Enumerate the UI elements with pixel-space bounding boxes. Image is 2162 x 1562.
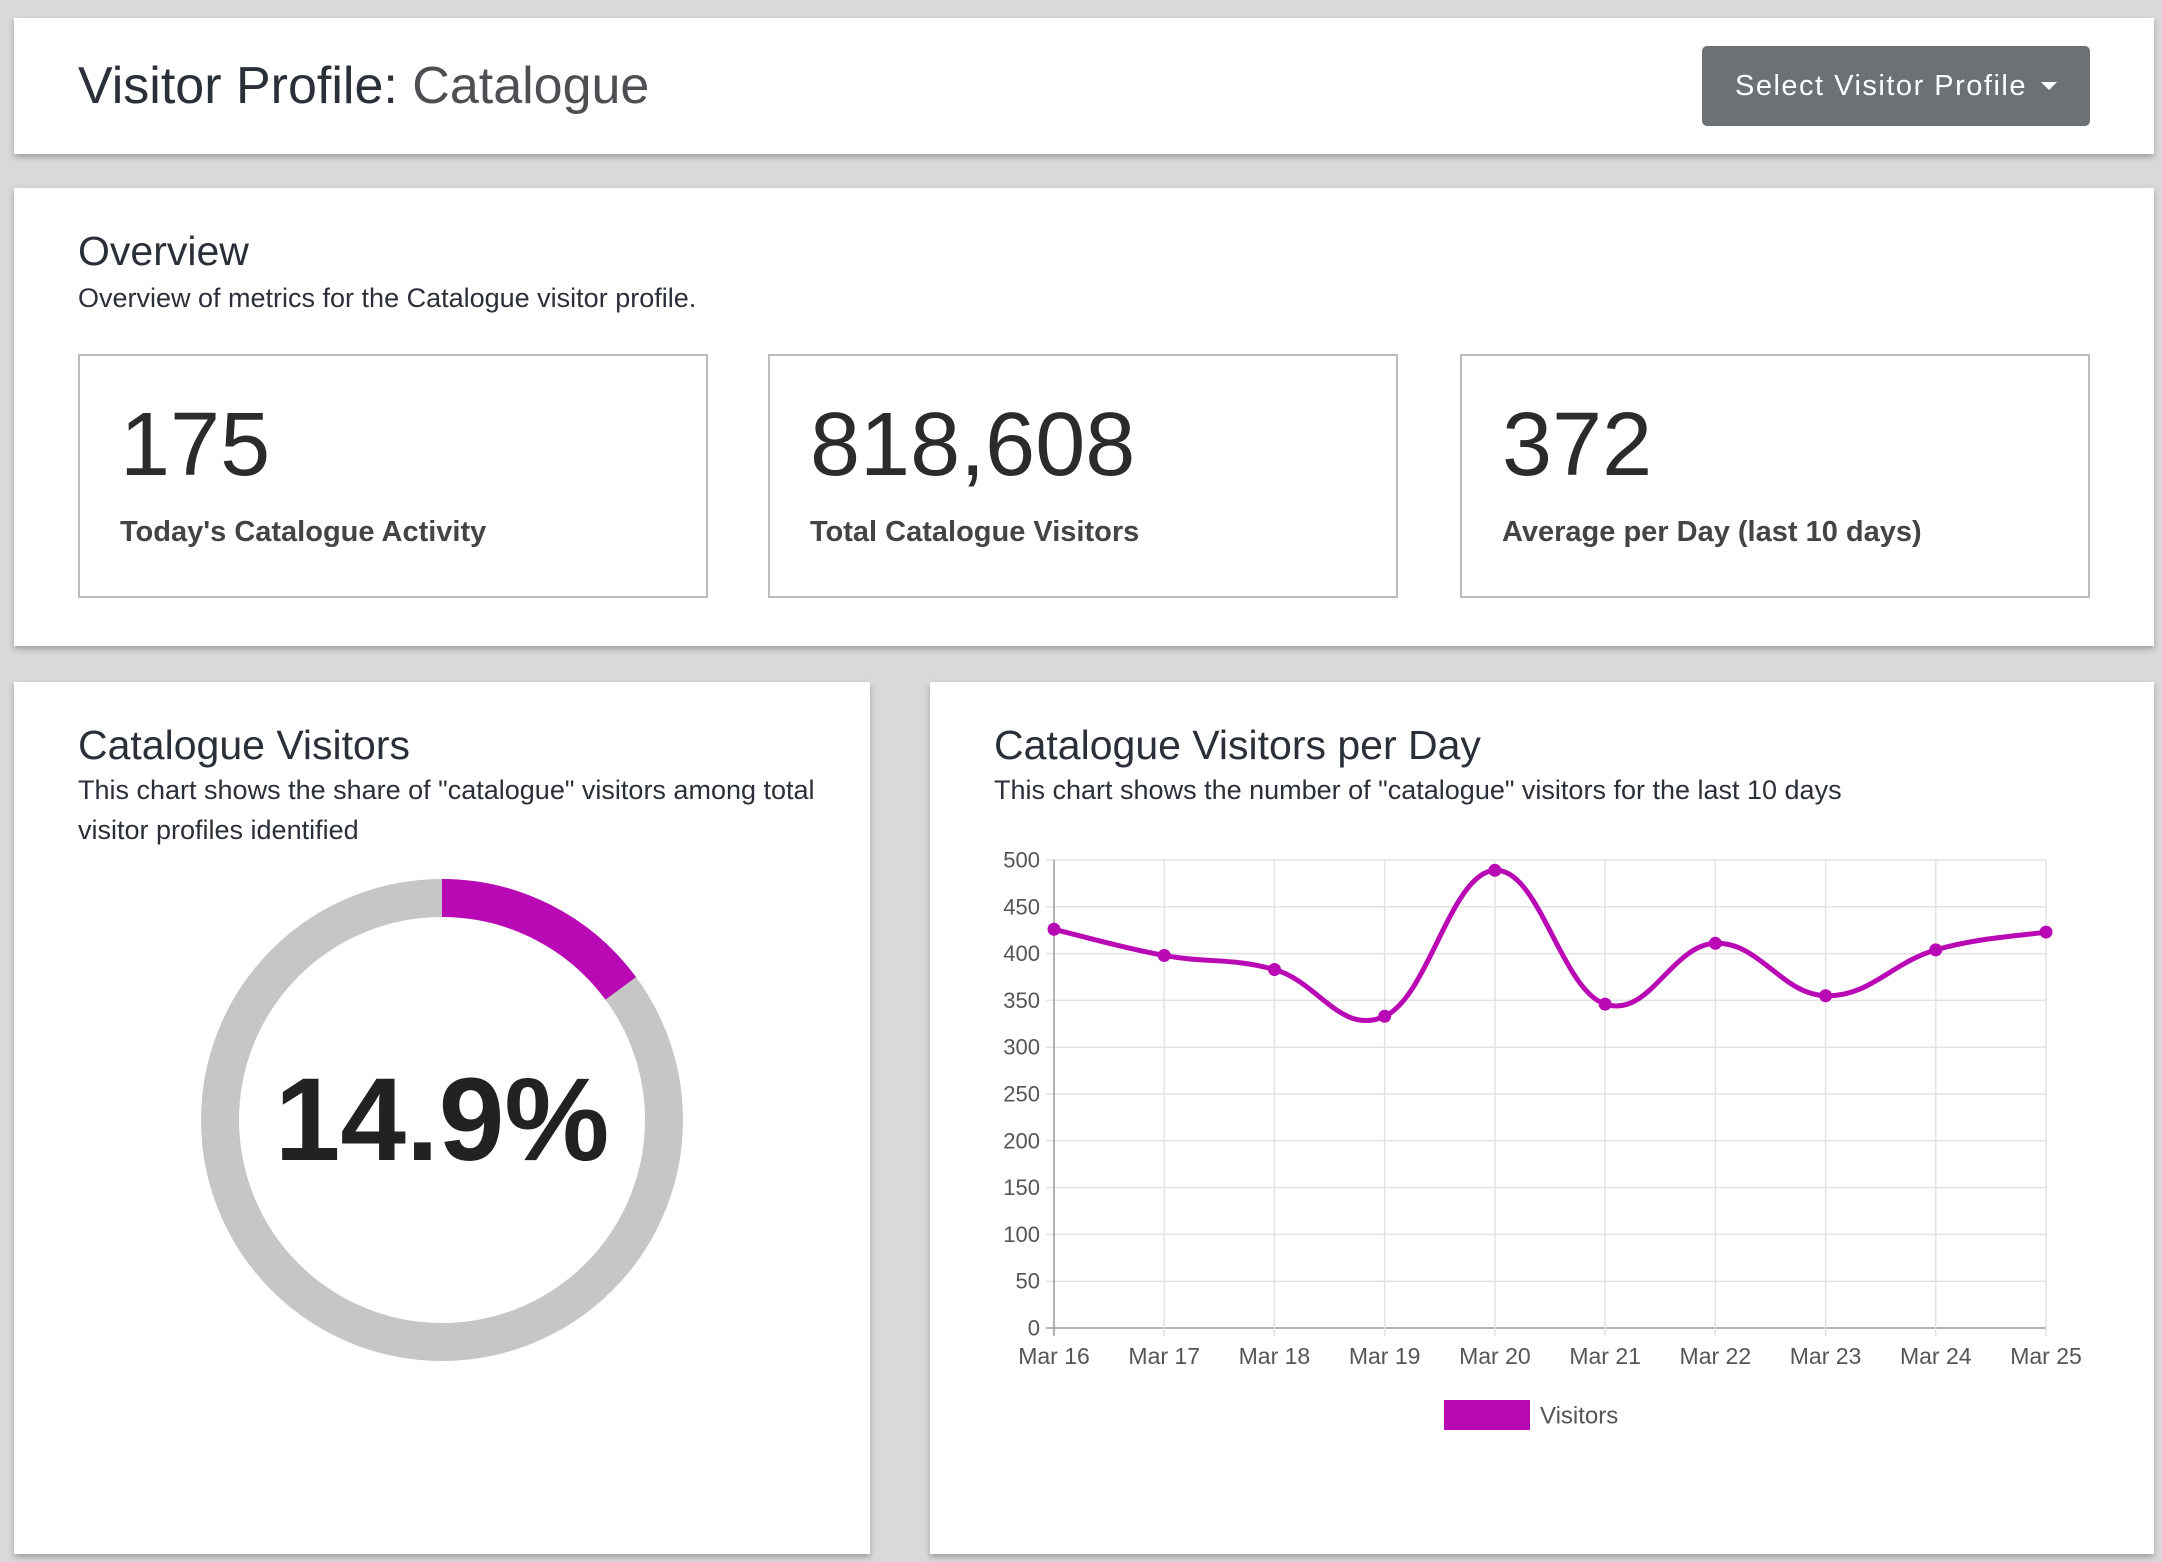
visitors-data-point[interactable] (1598, 997, 1612, 1011)
x-tick-label: Mar 17 (1128, 1343, 1200, 1369)
overview-panel: Overview Overview of metrics for the Cat… (14, 188, 2154, 646)
catalogue-visitors-per-day-panel: Catalogue Visitors per Day This chart sh… (930, 682, 2154, 1554)
visitors-data-point[interactable] (1488, 863, 1502, 877)
metric-value: 818,608 (810, 395, 1136, 495)
metric-label: Today's Catalogue Activity (120, 516, 487, 548)
y-tick-label: 0 (1028, 1316, 1040, 1341)
y-tick-label: 300 (1003, 1035, 1040, 1060)
share-percent-label: 14.9% (275, 1054, 610, 1186)
visitors-per-day-line-chart: 0 50 100 150 200 250 300 350 400 450 500 Mar 16 Mar … (1003, 848, 2082, 1430)
y-tick-label: 150 (1003, 1175, 1040, 1200)
per-day-chart-title: Catalogue Visitors per Day (994, 722, 1481, 768)
visitors-data-point[interactable] (1267, 963, 1281, 977)
x-tick-label: Mar 22 (1680, 1343, 1752, 1369)
overview-description: Overview of metrics for the Catalogue vi… (78, 283, 697, 313)
share-donut-chart: 14.9% (201, 879, 683, 1361)
metric-value: 175 (120, 395, 271, 495)
x-tick-label: Mar 16 (1018, 1343, 1090, 1369)
metric-value: 372 (1502, 395, 1653, 495)
page-title-prefix: Visitor Profile: (78, 57, 398, 115)
chart-grid (1046, 859, 2047, 1336)
x-tick-label: Mar 23 (1790, 1343, 1862, 1369)
y-tick-label: 450 (1003, 894, 1040, 919)
per-day-chart-description: This chart shows the number of "catalogu… (994, 775, 1842, 805)
visitors-data-point[interactable] (1378, 1009, 1392, 1023)
legend-label: Visitors (1540, 1403, 1618, 1430)
x-tick-label: Mar 21 (1569, 1343, 1641, 1369)
metric-label: Average per Day (last 10 days) (1502, 516, 1922, 548)
visitors-data-point[interactable] (2039, 925, 2053, 939)
page-title: Visitor Profile: Catalogue (78, 56, 649, 116)
visitors-data-point[interactable] (1157, 948, 1171, 962)
header-panel: Visitor Profile: Catalogue Select Visito… (14, 18, 2154, 154)
select-visitor-profile-button[interactable]: Select Visitor Profile (1702, 46, 2090, 126)
legend-swatch (1444, 1400, 1530, 1430)
y-tick-label: 500 (1003, 848, 1040, 873)
visitors-data-point[interactable] (1929, 943, 1943, 957)
metric-card-average-per-day: 372 Average per Day (last 10 days) (1460, 354, 2090, 598)
metric-card-total-visitors: 818,608 Total Catalogue Visitors (768, 354, 1398, 598)
metric-label: Total Catalogue Visitors (810, 516, 1140, 548)
catalogue-visitors-share-panel: Catalogue Visitors This chart shows the … (14, 682, 870, 1554)
y-tick-label: 350 (1003, 988, 1040, 1013)
y-tick-label: 400 (1003, 941, 1040, 966)
select-visitor-profile-label: Select Visitor Profile (1735, 69, 2027, 102)
overview-title: Overview (78, 228, 249, 274)
chart-legend[interactable]: Visitors (1444, 1400, 1618, 1430)
x-tick-label: Mar 24 (1900, 1343, 1972, 1369)
share-chart-title: Catalogue Visitors (78, 722, 410, 768)
share-chart-description: This chart shows the share of "catalogue… (78, 775, 815, 845)
page-title-profile: Catalogue (412, 57, 650, 115)
y-tick-label: 250 (1003, 1082, 1040, 1107)
caret-down-icon (2040, 82, 2057, 90)
metric-card-today-activity: 175 Today's Catalogue Activity (78, 354, 708, 598)
x-tick-label: Mar 20 (1459, 1343, 1531, 1369)
visitors-series-line (1053, 867, 2047, 1024)
visitors-data-point[interactable] (1047, 922, 1061, 936)
x-tick-label: Mar 19 (1349, 1343, 1421, 1369)
y-tick-label: 50 (1016, 1269, 1040, 1294)
visitors-data-point[interactable] (1708, 936, 1722, 950)
y-tick-label: 100 (1003, 1222, 1040, 1247)
donut-share-segment[interactable] (441, 879, 637, 1000)
x-tick-label: Mar 18 (1239, 1343, 1311, 1369)
visitors-data-point[interactable] (1819, 989, 1833, 1003)
y-tick-label: 200 (1003, 1128, 1040, 1153)
x-tick-label: Mar 25 (2010, 1343, 2082, 1369)
